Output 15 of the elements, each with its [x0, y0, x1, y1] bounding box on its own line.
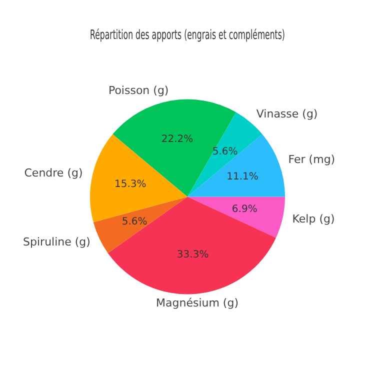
data-label: 22.2% — [161, 134, 194, 145]
data-label: 5.6% — [212, 146, 238, 158]
data-label: 15.3% — [114, 178, 146, 190]
slice-label: Magnésium (g) — [156, 296, 239, 310]
data-label: 6.9% — [232, 204, 258, 215]
data-label: 33.3% — [176, 250, 209, 261]
slice-label: Kelp (g) — [292, 212, 335, 226]
chart-title: Répartition des apports (engrais et compléments) — [90, 27, 285, 43]
slice-label: Spiruline (g) — [23, 235, 90, 248]
slice-label: Fer (mg) — [288, 153, 336, 166]
slice-label: Poisson (g) — [108, 84, 169, 98]
slice-label: Vinasse (g) — [256, 107, 318, 120]
slice-label: Cendre (g) — [24, 166, 83, 180]
data-label: 5.6% — [122, 216, 148, 228]
data-label: 11.1% — [226, 171, 258, 182]
